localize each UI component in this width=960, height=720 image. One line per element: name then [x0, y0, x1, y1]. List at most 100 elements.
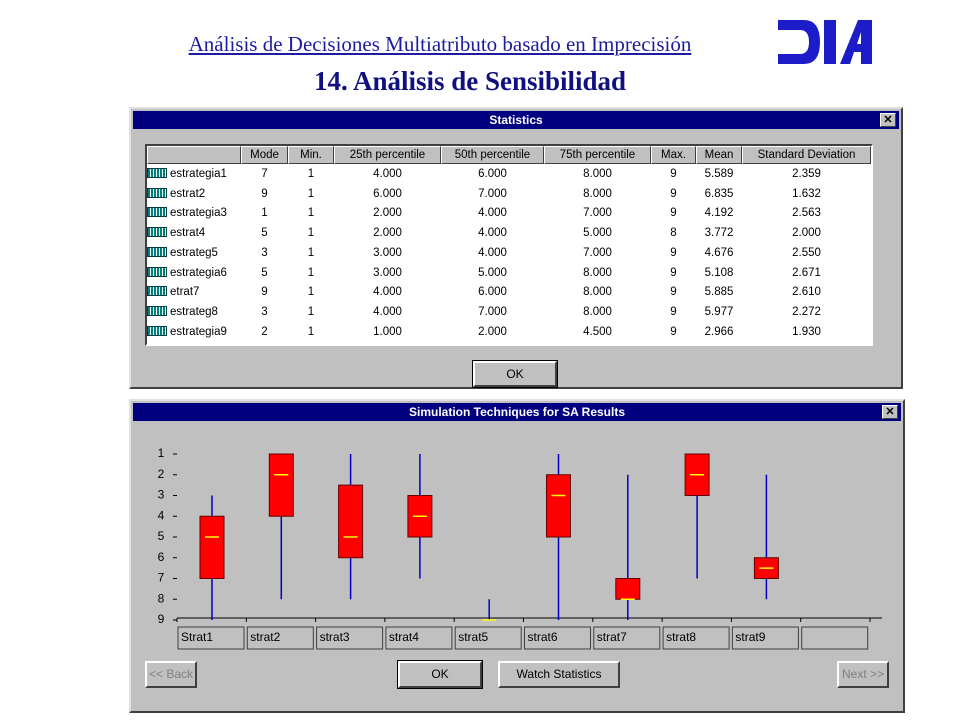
table-cell: 6.000	[373, 187, 402, 200]
column-header: Standard Deviation	[742, 146, 871, 164]
category-box	[454, 626, 522, 650]
table-cell: 9	[670, 305, 677, 318]
table-cell: 2	[261, 325, 268, 338]
table-cell: 4.000	[373, 305, 402, 318]
table-cell: 3.000	[373, 266, 402, 279]
table-cell: 2.550	[792, 246, 821, 259]
category-box	[316, 626, 384, 650]
table-cell: 1	[261, 207, 268, 220]
y-tick-label: 6	[158, 550, 165, 564]
column-header	[147, 146, 241, 164]
close-button[interactable]: ✕	[882, 405, 898, 419]
table-cell: 5	[261, 266, 268, 279]
table-cell: 2.610	[792, 286, 821, 299]
table-cell: 9	[670, 286, 677, 299]
column-header: Mean	[696, 146, 742, 164]
box-chart: 1 2 3 4 5 6 7 8 9 Strat1 strat2 strat3 strat4 strat5 s…	[158, 446, 882, 650]
row-name-cell: estrat2	[147, 185, 241, 204]
table-cell: 4.000	[478, 246, 507, 259]
category-box	[593, 626, 661, 650]
table-cell: 9	[670, 207, 677, 220]
table-cell: 7.000	[583, 246, 612, 259]
row-name-cell: estrategia1	[147, 165, 241, 184]
table-cell: 1	[307, 246, 315, 259]
table-cell: 2.966	[704, 325, 734, 338]
watch-statistics-button[interactable]: Watch Statistics	[498, 661, 620, 688]
table-cell: 7.000	[478, 305, 507, 318]
table-cell: 2.359	[792, 168, 821, 180]
x-tick-label: strat6	[528, 630, 558, 644]
table-cell: 7.000	[478, 187, 507, 200]
table-cell: 3.772	[704, 227, 734, 240]
statistics-window: Statistics ✕ Mode Min. 25th percentile 50th …	[129, 107, 903, 389]
subtitle: Análisis de Decisiones Multiatributo bas…	[188, 32, 692, 56]
row-name: estrategia6	[170, 266, 227, 279]
table-cell: 8.000	[583, 286, 612, 299]
box	[546, 474, 571, 538]
row-name: estrat4	[170, 227, 206, 240]
table-cell: 3	[261, 246, 268, 259]
table-cell: 7.000	[583, 207, 612, 220]
box	[199, 515, 225, 579]
table-cell: 2.272	[792, 305, 821, 318]
x-tick-label: Strat1	[181, 630, 213, 644]
title: 14. Análisis de Sensibilidad	[313, 66, 627, 96]
title-bar: Simulation Techniques for SA Results ✕	[133, 403, 901, 421]
category-box	[801, 626, 869, 650]
table-cell: 7	[261, 168, 268, 180]
next-button[interactable]: Next >>	[837, 661, 889, 688]
table-cell: 4.000	[478, 227, 507, 240]
y-tick-label: 5	[158, 529, 165, 543]
row-icon	[147, 305, 167, 316]
table-cell: 8.000	[583, 266, 612, 279]
row-icon	[147, 168, 167, 178]
box	[338, 484, 364, 559]
table-cell: 8.000	[583, 305, 612, 318]
window-title: Statistics	[489, 113, 543, 127]
category-box	[524, 626, 591, 650]
row-name-cell: estrategia9	[147, 323, 241, 342]
ok-button[interactable]: OK	[472, 360, 558, 388]
table-cell: 1	[307, 325, 315, 338]
x-tick-label: strat3	[320, 630, 350, 644]
table-cell: 2.671	[792, 266, 821, 279]
table-cell: 5.589	[704, 168, 734, 180]
table-cell: 9	[261, 286, 268, 299]
table-cell: 6.000	[478, 286, 507, 299]
row-icon	[147, 207, 167, 218]
column-header: Min.	[288, 146, 334, 164]
table-cell: 9	[670, 325, 677, 338]
table-cell: 4.500	[583, 325, 612, 338]
y-tick-label: 2	[158, 467, 165, 481]
table-cell: 8	[670, 227, 677, 240]
table-cell: 2.000	[373, 207, 402, 220]
row-name: estrategia9	[170, 325, 227, 338]
category-box	[731, 626, 799, 650]
y-tick-label: 8	[158, 591, 165, 605]
y-tick-label: 3	[158, 488, 165, 502]
row-icon	[147, 286, 167, 297]
table-cell: 3	[261, 305, 268, 318]
category-box	[662, 626, 730, 650]
row-name-cell: estrategia6	[147, 264, 241, 283]
table-cell: 1	[307, 168, 315, 180]
x-tick-label: strat9	[735, 630, 765, 644]
table-cell: 9	[670, 266, 677, 279]
table-cell: 1	[307, 266, 315, 279]
table-cell: 1	[307, 227, 315, 240]
back-button[interactable]: << Back	[145, 661, 197, 688]
column-header: Max.	[651, 146, 696, 164]
table-cell: 9	[261, 187, 268, 200]
logo	[778, 20, 872, 64]
row-name-cell: estrategia3	[147, 204, 241, 223]
row-icon	[147, 325, 167, 336]
ok-button[interactable]: OK	[397, 660, 483, 689]
table-cell: 5.000	[583, 227, 612, 240]
table-cell: 3.000	[373, 246, 402, 259]
column-header: 75th percentile	[544, 146, 651, 164]
row-name: estrat2	[170, 187, 206, 200]
table-cell: 5.977	[704, 305, 734, 318]
table-cell: 2.563	[792, 207, 821, 220]
table-cell: 9	[670, 187, 677, 200]
close-button[interactable]: ✕	[880, 113, 896, 127]
